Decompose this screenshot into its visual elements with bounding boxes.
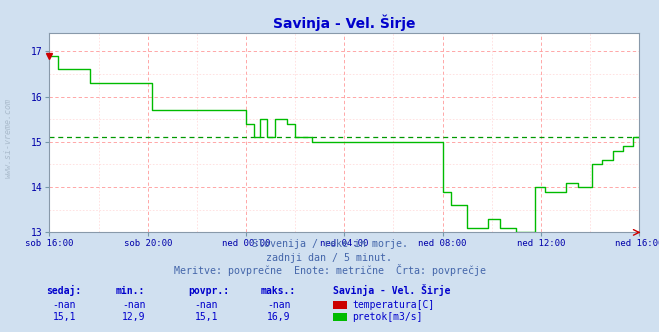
Text: Slovenija / reke in morje.: Slovenija / reke in morje.: [252, 239, 407, 249]
Text: 15,1: 15,1: [194, 312, 218, 322]
Text: 15,1: 15,1: [53, 312, 76, 322]
Text: 16,9: 16,9: [267, 312, 291, 322]
Text: www.si-vreme.com: www.si-vreme.com: [4, 98, 13, 178]
Text: Savinja - Vel. Širje: Savinja - Vel. Širje: [333, 284, 450, 296]
Text: -nan: -nan: [267, 300, 291, 310]
Text: povpr.:: povpr.:: [188, 286, 229, 296]
Text: pretok[m3/s]: pretok[m3/s]: [353, 312, 423, 322]
Text: maks.:: maks.:: [260, 286, 295, 296]
Text: Meritve: povprečne  Enote: metrične  Črta: povprečje: Meritve: povprečne Enote: metrične Črta:…: [173, 264, 486, 276]
Text: 12,9: 12,9: [122, 312, 146, 322]
Text: min.:: min.:: [115, 286, 145, 296]
Text: zadnji dan / 5 minut.: zadnji dan / 5 minut.: [266, 253, 393, 263]
Text: sedaj:: sedaj:: [46, 285, 81, 296]
Text: temperatura[C]: temperatura[C]: [353, 300, 435, 310]
Text: -nan: -nan: [53, 300, 76, 310]
Text: -nan: -nan: [122, 300, 146, 310]
Title: Savinja - Vel. Širje: Savinja - Vel. Širje: [273, 14, 416, 31]
Text: -nan: -nan: [194, 300, 218, 310]
